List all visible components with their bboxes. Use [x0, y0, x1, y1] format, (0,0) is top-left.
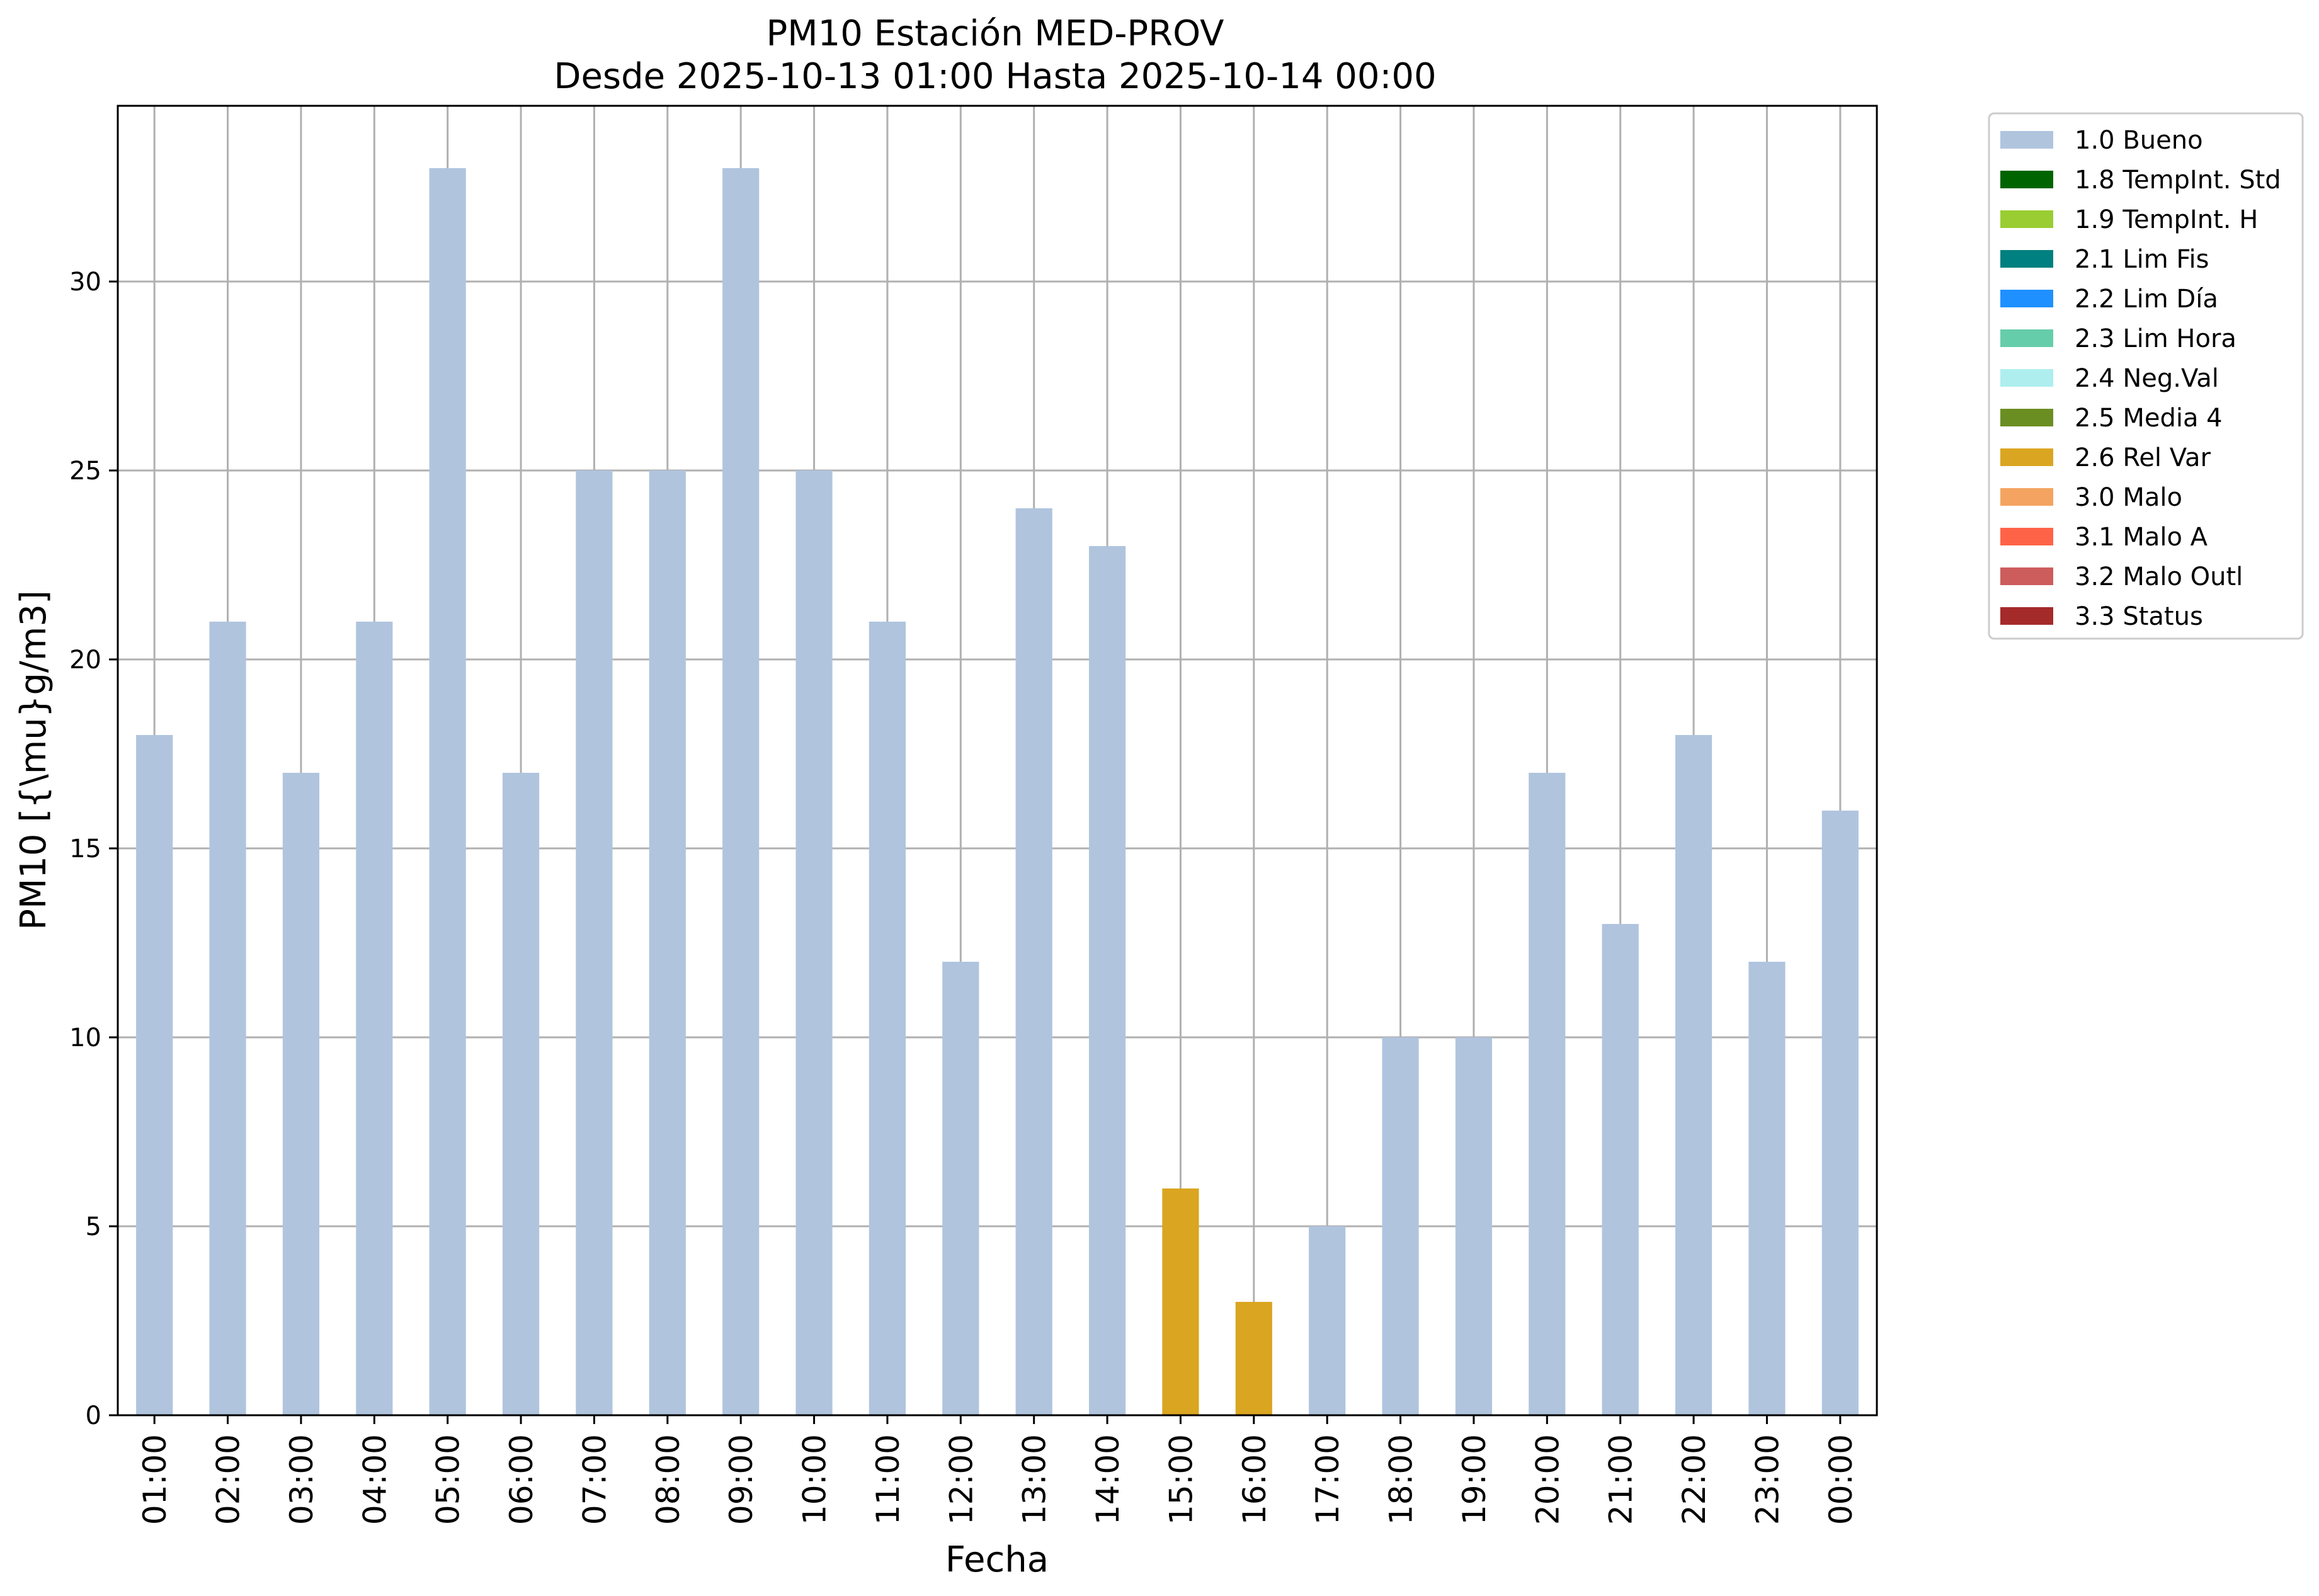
x-tick-label: 11:00 [870, 1434, 906, 1525]
x-axis-ticks: 01:00 02:00 03:00 04:00 05:00 06:00 07:00 08:00… [137, 1415, 1859, 1525]
x-tick-label: 08:00 [650, 1434, 687, 1525]
x-tick-label: 07:00 [576, 1434, 613, 1525]
legend-label: 3.3 Status [2075, 602, 2203, 631]
bar-03:00 [282, 773, 320, 1415]
x-tick-label: 18:00 [1383, 1434, 1420, 1525]
legend-swatch [2000, 448, 2053, 466]
legend-label: 2.6 Rel Var [2075, 443, 2211, 472]
x-tick-label: 12:00 [943, 1434, 979, 1525]
legend-swatch [2000, 409, 2053, 426]
bar-15:00 [1162, 1188, 1199, 1415]
bar-14:00 [1088, 546, 1126, 1415]
x-tick-label: 09:00 [723, 1434, 760, 1525]
legend-label: 2.2 Lim Día [2075, 285, 2218, 314]
chart-subtitle: Desde 2025-10-13 01:00 Hasta 2025-10-14 … [554, 56, 1436, 97]
bar-18:00 [1382, 1037, 1419, 1415]
bar-02:00 [209, 622, 246, 1415]
x-tick-label: 19:00 [1456, 1434, 1493, 1525]
legend-swatch [2000, 567, 2053, 585]
bar-10:00 [795, 470, 833, 1415]
y-tick-label: 25 [69, 457, 101, 486]
x-tick-label: 02:00 [210, 1434, 247, 1525]
bar-13:00 [1015, 508, 1052, 1415]
y-axis-ticks: 0 5 10 15 20 25 30 [69, 268, 118, 1430]
y-axis-label: PM10 [{\mu}g/m3] [13, 590, 54, 930]
legend-swatch [2000, 171, 2053, 188]
legend-label: 3.1 Malo A [2075, 523, 2208, 552]
x-tick-label: 14:00 [1090, 1434, 1126, 1525]
legend-swatch [2000, 290, 2053, 307]
x-tick-label: 17:00 [1309, 1434, 1346, 1525]
bar-23:00 [1748, 962, 1786, 1415]
x-tick-label: 00:00 [1823, 1434, 1859, 1525]
bar-07:00 [576, 470, 613, 1415]
bar-19:00 [1455, 1037, 1493, 1415]
bar-22:00 [1675, 735, 1712, 1415]
legend-swatch [2000, 329, 2053, 347]
legend-label: 3.0 Malo [2075, 483, 2182, 512]
x-axis-label: Fecha [945, 1539, 1049, 1580]
legend-label: 1.8 TempInt. Std [2075, 166, 2281, 195]
legend-label: 2.5 Media 4 [2075, 404, 2223, 433]
bar-16:00 [1235, 1302, 1272, 1415]
x-tick-label: 13:00 [1017, 1434, 1053, 1525]
bar-09:00 [722, 168, 760, 1415]
bar-05:00 [429, 168, 466, 1415]
legend-label: 1.0 Bueno [2075, 126, 2203, 155]
legend-label: 3.2 Malo Outl [2075, 562, 2243, 591]
x-tick-label: 21:00 [1603, 1434, 1639, 1525]
bar-17:00 [1309, 1226, 1346, 1415]
plot-frame [117, 105, 1878, 1416]
bars [136, 168, 1859, 1415]
y-tick-label: 20 [69, 646, 101, 675]
bar-00:00 [1821, 811, 1859, 1415]
legend-swatch [2000, 210, 2053, 228]
bar-01:00 [136, 735, 173, 1415]
legend-label: 1.9 TempInt. H [2075, 205, 2258, 234]
y-tick-label: 30 [69, 268, 101, 297]
legend-swatch [2000, 488, 2053, 506]
bar-08:00 [649, 470, 686, 1415]
x-tick-label: 06:00 [503, 1434, 540, 1525]
chart-title: PM10 Estación MED-PROV [766, 13, 1224, 54]
legend: 1.0 Bueno 1.8 TempInt. Std 1.9 TempInt. H 2… [1988, 112, 2304, 640]
legend-swatch [2000, 528, 2053, 545]
x-tick-label: 03:00 [283, 1434, 320, 1525]
bar-20:00 [1529, 773, 1566, 1415]
x-tick-label: 22:00 [1676, 1434, 1712, 1525]
legend-swatch [2000, 607, 2053, 625]
bar-12:00 [942, 962, 979, 1415]
bar-04:00 [356, 622, 393, 1415]
legend-swatch [2000, 131, 2053, 149]
legend-swatch [2000, 250, 2053, 268]
x-tick-label: 01:00 [137, 1434, 173, 1525]
legend-swatch [2000, 369, 2053, 387]
legend-frame [1988, 112, 2304, 640]
y-tick-label: 0 [86, 1401, 101, 1430]
x-tick-label: 05:00 [430, 1434, 467, 1525]
x-tick-label: 23:00 [1749, 1434, 1786, 1525]
x-tick-label: 04:00 [356, 1434, 393, 1525]
x-tick-label: 15:00 [1163, 1434, 1199, 1525]
y-tick-label: 5 [86, 1212, 101, 1241]
x-tick-label: 10:00 [797, 1434, 833, 1525]
bar-11:00 [869, 622, 906, 1415]
legend-label: 2.3 Lim Hora [2075, 324, 2236, 353]
legend-label: 2.1 Lim Fis [2075, 245, 2209, 274]
y-tick-label: 15 [69, 835, 101, 864]
legend-label: 2.4 Neg.Val [2075, 364, 2219, 393]
y-tick-label: 10 [69, 1023, 101, 1052]
x-tick-label: 20:00 [1529, 1434, 1566, 1525]
bar-21:00 [1602, 924, 1639, 1415]
bar-06:00 [502, 773, 540, 1415]
x-tick-label: 16:00 [1236, 1434, 1273, 1525]
